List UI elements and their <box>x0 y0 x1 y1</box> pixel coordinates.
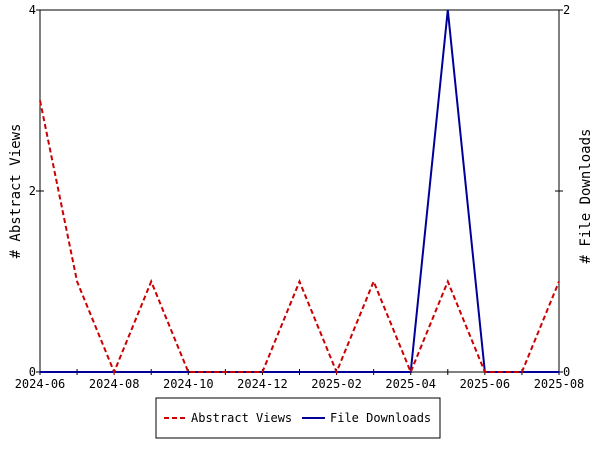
y-left-tick-label: 0 <box>29 365 36 379</box>
x-tick-label: 2024-08 <box>89 377 140 391</box>
y-right-tick-label: 0 <box>563 365 570 379</box>
y-left-tick-label: 4 <box>29 3 36 17</box>
y-axis-left: 0 2 4 <box>29 3 44 379</box>
legend-label-file-downloads: File Downloads <box>330 411 431 425</box>
x-tick-label: 2025-04 <box>385 377 436 391</box>
x-axis: 2024-06 2024-08 2024-10 2024-12 2025-02 2025-… <box>15 369 585 391</box>
legend: Abstract Views File Downloads <box>155 397 441 439</box>
x-tick-label: 2024-10 <box>163 377 214 391</box>
legend-label-abstract-views: Abstract Views <box>191 411 292 425</box>
y-left-tick-label: 2 <box>29 184 36 198</box>
y-axis-right-title: # File Downloads <box>578 129 594 264</box>
x-tick-label: 2024-12 <box>237 377 288 391</box>
series-line-file-downloads <box>40 9 559 373</box>
y-axis-left-title: # Abstract Views <box>8 124 24 259</box>
series-layer <box>39 9 560 375</box>
y-right-tick-label: 2 <box>563 3 570 17</box>
y-axis-right: 02 <box>555 3 570 379</box>
x-tick-label: 2025-06 <box>460 377 511 391</box>
x-tick-label: 2025-08 <box>534 377 585 391</box>
x-tick-label: 2025-02 <box>311 377 362 391</box>
plot-area-frame <box>39 9 560 373</box>
legend-box <box>155 397 441 439</box>
x-tick-label: 2024-06 <box>15 377 66 391</box>
